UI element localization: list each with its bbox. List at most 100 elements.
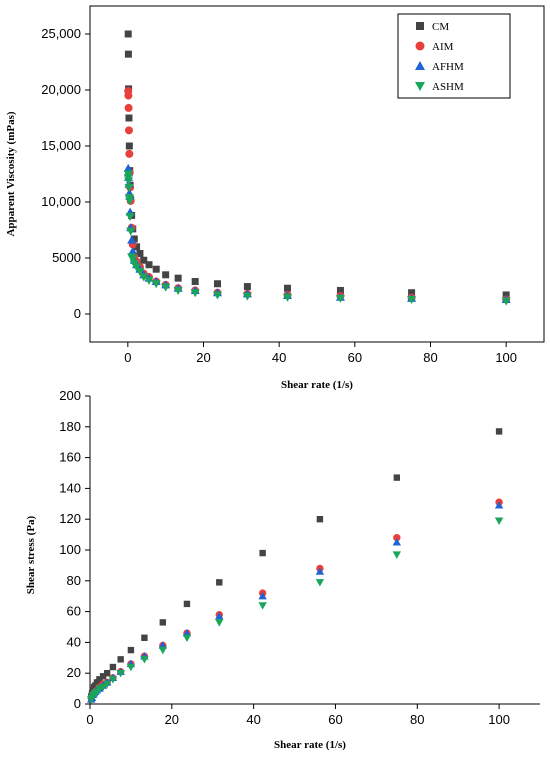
shear-stress-y-ticks: 0 20 40 60 80 100 120 140 160 180 200 bbox=[59, 388, 90, 711]
viscosity-chart: 0 20 40 60 80 100 0 5000 10,000 15,000 20,000 25,0… bbox=[5, 5, 545, 391]
legend-label-cm: CM bbox=[432, 21, 449, 33]
x-tick-label: 80 bbox=[410, 712, 424, 727]
data-point-ashm bbox=[282, 293, 292, 302]
data-point-cm bbox=[408, 289, 416, 297]
y-tick-label: 160 bbox=[59, 450, 81, 465]
data-point-aim bbox=[124, 126, 133, 135]
data-point-ashm bbox=[128, 255, 138, 264]
data-point-afhm bbox=[494, 501, 504, 509]
x-tick-label: 20 bbox=[196, 350, 210, 365]
legend-marker-afhm bbox=[415, 61, 425, 70]
x-tick-label: 60 bbox=[348, 350, 362, 365]
data-point-cm bbox=[136, 250, 144, 258]
data-point-ashm bbox=[190, 289, 200, 298]
data-point-ashm bbox=[315, 579, 325, 587]
legend-label-aim: AIM bbox=[432, 41, 454, 53]
data-point-ashm bbox=[212, 291, 222, 300]
data-point-cm bbox=[495, 428, 503, 435]
shear-stress-data-points bbox=[87, 428, 504, 704]
y-tick-label: 80 bbox=[67, 573, 81, 588]
shear-stress-y-axis-title: Shear stress (Pa) bbox=[25, 515, 37, 594]
series-aim bbox=[87, 498, 503, 702]
data-point-ashm bbox=[108, 676, 118, 684]
shear-stress-x-axis-title: Shear rate (1/s) bbox=[274, 739, 346, 751]
data-point-cm bbox=[183, 600, 191, 608]
data-point-cm bbox=[140, 256, 148, 264]
data-point-cm bbox=[103, 670, 111, 677]
data-point-cm bbox=[133, 243, 141, 251]
data-point-ashm bbox=[407, 295, 417, 304]
data-point-cm bbox=[99, 673, 107, 680]
data-point-ashm bbox=[125, 213, 135, 222]
y-tick-label: 140 bbox=[59, 480, 81, 495]
data-point-cm bbox=[141, 634, 148, 641]
data-point-ashm bbox=[98, 683, 108, 692]
data-point-cm bbox=[213, 280, 221, 288]
series-aim bbox=[124, 87, 511, 304]
viscosity-x-axis-title: Shear rate (1/s) bbox=[281, 379, 353, 391]
data-point-afhm bbox=[182, 628, 192, 637]
viscosity-data-points bbox=[123, 30, 511, 306]
data-point-afhm bbox=[127, 235, 137, 244]
data-point-ashm bbox=[182, 634, 192, 642]
legend-items bbox=[415, 22, 425, 91]
data-point-ashm bbox=[392, 551, 402, 559]
legend-marker-ashm bbox=[415, 82, 425, 91]
viscosity-x-ticks: 0 20 40 60 80 100 bbox=[124, 342, 517, 365]
data-point-afhm bbox=[392, 538, 402, 546]
data-point-cm bbox=[393, 474, 401, 481]
data-point-ashm bbox=[124, 183, 134, 192]
data-point-cm bbox=[117, 656, 124, 663]
data-point-ashm bbox=[126, 227, 136, 236]
y-tick-label: 100 bbox=[59, 542, 81, 557]
data-point-aim bbox=[393, 533, 401, 542]
data-point-cm bbox=[336, 286, 344, 294]
series-afhm bbox=[123, 163, 511, 303]
y-tick-label: 20,000 bbox=[41, 82, 81, 97]
legend: CM AIM AFHM ASHM bbox=[397, 13, 511, 99]
series-cm bbox=[88, 428, 503, 700]
data-point-aim bbox=[125, 149, 134, 158]
data-point-ashm bbox=[126, 663, 136, 672]
data-point-ashm bbox=[258, 602, 267, 610]
x-tick-label: 40 bbox=[272, 350, 286, 365]
series-ashm bbox=[123, 170, 511, 306]
data-point-ashm bbox=[140, 656, 149, 664]
x-tick-label: 60 bbox=[328, 712, 342, 727]
data-point-cm bbox=[316, 516, 324, 523]
data-point-ashm bbox=[161, 283, 171, 292]
data-point-ashm bbox=[132, 263, 142, 272]
x-tick-label: 20 bbox=[165, 712, 179, 727]
data-point-cm bbox=[216, 579, 223, 586]
data-point-cm bbox=[125, 114, 133, 122]
viscosity-y-ticks: 0 5000 10,000 15,000 20,000 25,000 bbox=[41, 26, 90, 321]
y-tick-label: 15,000 bbox=[41, 138, 81, 153]
data-point-ashm bbox=[125, 197, 135, 206]
data-point-cm bbox=[283, 284, 291, 292]
shear-stress-chart: 0 20 40 60 80 100 0 20 40 60 80 100 120 140 160 180 200… bbox=[25, 388, 540, 751]
data-point-cm bbox=[191, 278, 199, 286]
data-point-cm bbox=[159, 619, 167, 626]
x-tick-label: 0 bbox=[86, 712, 93, 727]
y-tick-label: 0 bbox=[74, 306, 81, 321]
y-tick-label: 20 bbox=[67, 665, 81, 680]
data-point-cm bbox=[152, 265, 160, 273]
data-point-ashm bbox=[501, 297, 511, 306]
y-tick-label: 0 bbox=[74, 696, 81, 711]
x-tick-label: 80 bbox=[423, 350, 437, 365]
data-point-afhm bbox=[128, 246, 138, 255]
data-point-ashm bbox=[158, 646, 168, 655]
series-afhm bbox=[87, 501, 504, 703]
data-point-cm bbox=[145, 261, 153, 269]
data-point-aim bbox=[124, 103, 133, 112]
data-point-ashm bbox=[124, 177, 134, 186]
x-tick-label: 100 bbox=[488, 712, 510, 727]
data-point-cm bbox=[109, 663, 117, 671]
data-point-afhm bbox=[158, 641, 168, 649]
data-point-cm bbox=[125, 142, 133, 150]
y-tick-label: 120 bbox=[59, 511, 81, 526]
legend-marker-aim bbox=[415, 41, 425, 51]
x-tick-label: 100 bbox=[495, 350, 517, 365]
data-point-cm bbox=[127, 646, 135, 654]
